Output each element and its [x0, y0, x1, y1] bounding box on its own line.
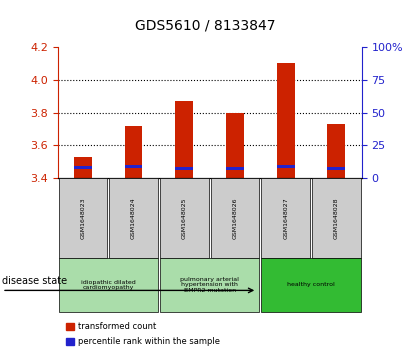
Text: disease state: disease state: [2, 276, 67, 286]
Text: GSM1648026: GSM1648026: [233, 197, 238, 238]
Text: GSM1648023: GSM1648023: [81, 197, 85, 238]
Bar: [277, 165, 295, 168]
Bar: [277, 63, 295, 178]
Bar: [175, 167, 193, 170]
Bar: [328, 167, 345, 170]
Text: idiopathic dilated
cardiomyopathy: idiopathic dilated cardiomyopathy: [81, 280, 136, 290]
Text: GSM1648027: GSM1648027: [283, 197, 288, 238]
Text: GSM1648024: GSM1648024: [131, 197, 136, 238]
Text: healthy control: healthy control: [287, 282, 335, 287]
Bar: [74, 158, 92, 178]
Bar: [328, 124, 345, 178]
Text: GSM1648028: GSM1648028: [334, 197, 339, 238]
Bar: [226, 113, 244, 178]
Bar: [74, 166, 92, 169]
Bar: [125, 126, 143, 178]
Bar: [175, 101, 193, 178]
Text: GDS5610 / 8133847: GDS5610 / 8133847: [135, 18, 276, 32]
Text: pulmonary arterial
hypertension with
BMPR2 mutation: pulmonary arterial hypertension with BMP…: [180, 277, 239, 293]
Bar: [226, 167, 244, 170]
Bar: [125, 165, 143, 168]
Text: percentile rank within the sample: percentile rank within the sample: [78, 337, 220, 346]
Text: GSM1648025: GSM1648025: [182, 197, 187, 238]
Text: transformed count: transformed count: [78, 322, 156, 331]
